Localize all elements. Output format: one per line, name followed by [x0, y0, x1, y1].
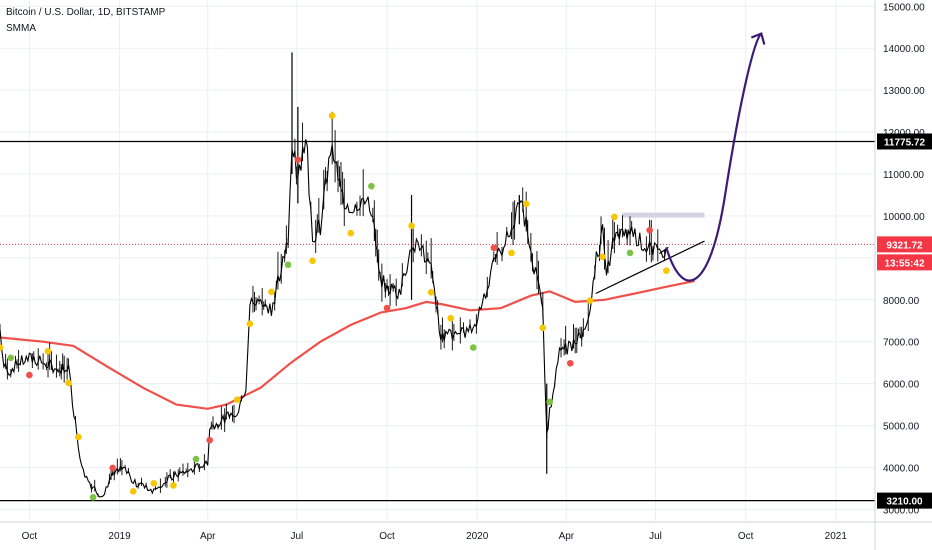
signal-marker	[447, 314, 455, 322]
signal-marker	[284, 261, 292, 269]
price-series	[0, 52, 667, 498]
signal-marker	[599, 253, 606, 261]
signal-marker	[192, 455, 200, 463]
chart-grid	[0, 0, 875, 522]
signal-marker	[368, 182, 375, 190]
y-tick-label: 4000.00	[883, 463, 920, 474]
signal-marker	[7, 354, 15, 362]
smma-series	[0, 279, 695, 410]
signal-marker	[566, 359, 574, 367]
y-tick-label: 14000.00	[883, 44, 925, 55]
user-drawings	[595, 32, 766, 295]
x-tick-label: Oct	[738, 531, 754, 542]
price-line	[0, 139, 667, 498]
signal-marker	[268, 288, 275, 296]
signal-marker	[150, 480, 158, 487]
signal-markers	[0, 112, 670, 501]
current-price-badge: 9321.72	[886, 240, 923, 251]
y-tick-label: 5000.00	[883, 422, 920, 433]
signal-marker	[427, 289, 435, 296]
resistance-zone	[622, 212, 705, 218]
signal-marker	[662, 267, 670, 274]
level-badge-lower-bg	[877, 492, 932, 509]
signal-marker	[611, 213, 618, 221]
y-tick-label: 15000.00	[883, 2, 925, 13]
x-tick-label: Apr	[559, 531, 575, 542]
signal-marker	[383, 304, 391, 312]
y-tick-label: 6000.00	[883, 380, 920, 391]
y-tick-label: 3000.00	[883, 505, 920, 516]
y-tick-label: 7000.00	[883, 338, 920, 349]
horizontal-levels	[0, 140, 875, 502]
level-badge-upper-bg	[877, 133, 932, 150]
signal-marker	[44, 347, 52, 355]
signal-marker	[586, 297, 594, 304]
signal-marker	[206, 436, 213, 444]
signal-marker	[109, 464, 116, 472]
signal-marker	[129, 488, 137, 495]
signal-marker	[0, 344, 4, 351]
signal-marker	[233, 396, 241, 403]
signal-marker	[347, 229, 355, 237]
signal-marker	[309, 257, 316, 265]
y-tick-label: 8000.00	[883, 296, 920, 307]
x-tick-label: Jul	[649, 531, 662, 542]
x-tick-label: 2021	[825, 531, 848, 542]
signal-marker	[294, 156, 302, 164]
level-badge-lower: 3210.00	[886, 497, 923, 508]
x-tick-label: 2019	[108, 531, 131, 542]
chart-title: Bitcoin / U.S. Dollar, 1D, BITSTAMP	[6, 7, 166, 18]
level-badge-upper: 11775.72	[884, 137, 926, 148]
y-tick-label: 13000.00	[883, 86, 925, 97]
signal-marker	[75, 433, 82, 441]
countdown-badge: 13:55:42	[884, 258, 924, 269]
indicator-label: SMMA	[6, 23, 36, 34]
signal-marker	[490, 244, 498, 252]
x-tick-label: Oct	[22, 531, 38, 542]
signal-marker	[328, 112, 336, 120]
countdown-badge-bg	[877, 254, 932, 271]
signal-marker	[539, 324, 547, 332]
signal-marker	[246, 320, 254, 328]
price-badges: 11775.72 3210.00 9321.72 13:55:42	[877, 133, 932, 509]
x-tick-label: Jul	[290, 531, 303, 542]
signal-marker	[646, 226, 653, 234]
signal-marker	[522, 200, 530, 208]
signal-marker	[408, 222, 415, 230]
x-tick-label: Apr	[200, 531, 216, 542]
projection-arrow	[665, 32, 763, 282]
signal-marker	[170, 482, 177, 489]
y-tick-label: 11000.00	[883, 170, 924, 181]
current-price-badge-bg	[877, 236, 932, 253]
x-tick-label: Oct	[379, 531, 395, 542]
x-tick-label: 2020	[466, 531, 489, 542]
smma-line	[0, 279, 695, 410]
support-trendline	[595, 240, 705, 295]
signal-marker	[546, 398, 553, 406]
signal-marker	[89, 493, 97, 501]
signal-marker	[626, 249, 634, 257]
resistance-zone-rect	[622, 212, 705, 218]
signal-marker	[469, 344, 477, 351]
y-tick-label: 10000.00	[883, 212, 925, 223]
projection-arrow-head	[750, 32, 766, 45]
signal-marker	[65, 379, 72, 387]
signal-marker	[508, 249, 515, 257]
signal-marker	[26, 371, 33, 379]
